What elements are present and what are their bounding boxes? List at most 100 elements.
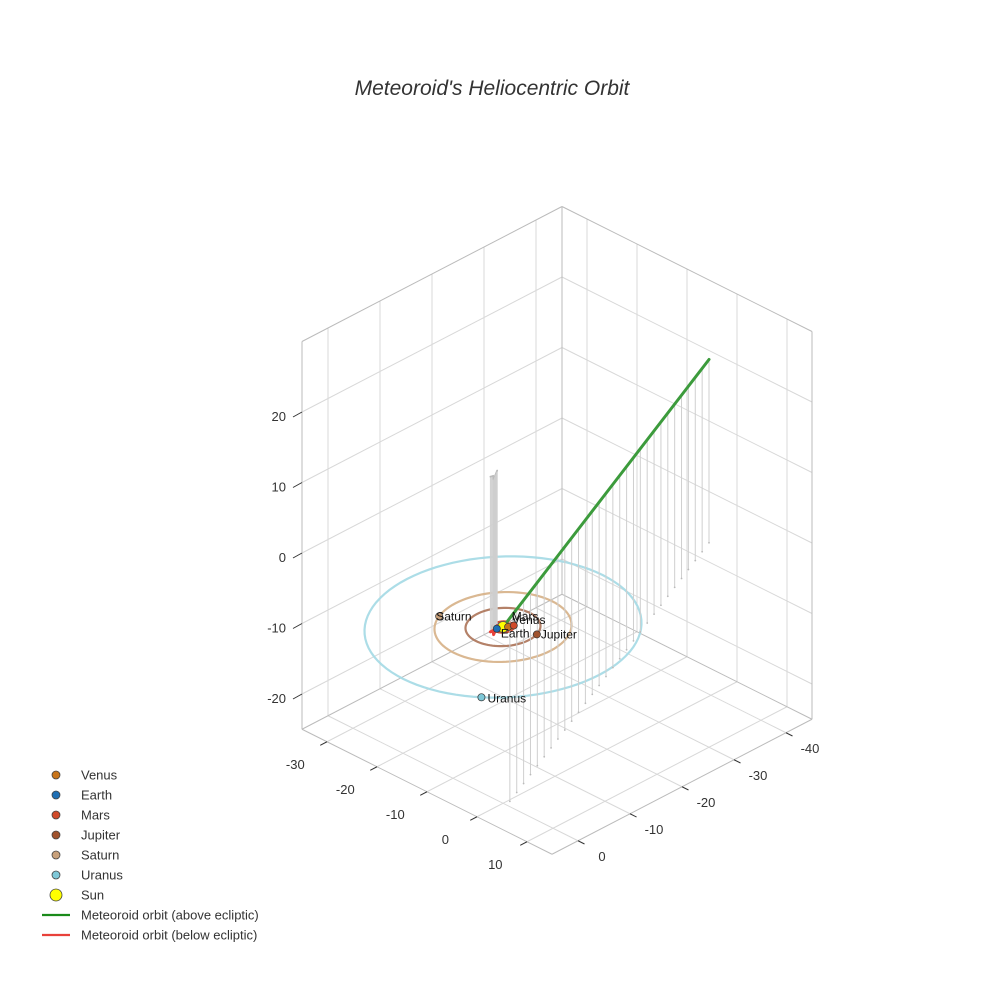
- wall-x-grid-z: [301, 417, 563, 554]
- x-tick-mark: [320, 741, 328, 746]
- y-tick-mark: [577, 840, 585, 845]
- y-tick-mark: [629, 813, 637, 818]
- legend-item[interactable]: Mars: [51, 808, 110, 823]
- x-tick-mark: [370, 766, 378, 771]
- wall-x-grid-z: [301, 276, 563, 413]
- y-tick-mark: [733, 759, 741, 764]
- planet-label-earth: Earth: [501, 627, 530, 641]
- drop-line-end: [680, 577, 683, 580]
- planet-marker-mars[interactable]: [509, 621, 518, 630]
- drop-line-end: [687, 568, 690, 571]
- y-tick-label: -10: [645, 822, 664, 837]
- wall-y-grid-z: [561, 417, 813, 544]
- box-edge: [561, 206, 813, 332]
- legend-item[interactable]: Meteoroid orbit (below ecliptic): [42, 928, 257, 943]
- z-tick-mark: [292, 693, 303, 700]
- x-tick-label: 0: [442, 832, 449, 847]
- wall-y-grid-z: [561, 347, 813, 473]
- drop-line-end: [496, 469, 499, 472]
- box-edge: [301, 206, 563, 342]
- planet-marker-jupiter[interactable]: [532, 630, 541, 639]
- legend: Venus Earth Mars Jupiter Saturn Uranus Sun Mete…: [42, 768, 259, 943]
- z-tick-mark: [292, 411, 303, 418]
- tick-labels: -30 -20 -10 0 10 -40 -30 -20 -10 0 -20 -10 0 10 20: [267, 409, 819, 872]
- x-tick-mark: [420, 791, 428, 796]
- wall-x-grid-z: [301, 347, 563, 483]
- z-tick-label: 0: [279, 550, 286, 565]
- orbit-saturn: [433, 590, 573, 664]
- drop-line-end: [653, 613, 655, 616]
- wall-x-grid-z: [301, 488, 563, 624]
- z-tick-label: -10: [267, 621, 286, 636]
- legend-label: Meteoroid orbit (below ecliptic): [81, 928, 257, 943]
- planet-label-mars: Mars: [512, 609, 539, 623]
- z-tick-mark: [292, 552, 303, 559]
- z-tick-label: -20: [267, 691, 286, 706]
- planet-label-saturn: Saturn: [436, 609, 471, 623]
- legend-item[interactable]: Earth: [51, 788, 112, 803]
- floor-grid-y: [535, 607, 787, 734]
- x-tick-label: 10: [488, 857, 502, 872]
- floor-grid-y: [483, 634, 735, 761]
- y-tick-label: -40: [801, 741, 820, 756]
- planet-label-venus: Venus: [512, 613, 545, 627]
- drop-line-end: [570, 720, 573, 723]
- drop-line-end: [529, 773, 532, 776]
- drop-line-end: [708, 541, 710, 544]
- legend-label: Saturn: [81, 848, 119, 863]
- legend-item[interactable]: Meteoroid orbit (above ecliptic): [42, 908, 259, 923]
- legend-item[interactable]: Saturn: [51, 848, 119, 863]
- planet-label-jupiter: Jupiter: [541, 627, 577, 641]
- floor-grid-y: [379, 688, 631, 815]
- drop-line-end: [577, 711, 580, 714]
- axis-layer: [301, 206, 813, 855]
- planet-marker-saturn[interactable]: [435, 612, 444, 621]
- legend-marker: [51, 770, 61, 780]
- drop-line-end: [557, 738, 559, 740]
- y-tick-mark: [681, 786, 689, 791]
- drop-line-end: [618, 657, 621, 660]
- drop-line-end: [563, 729, 566, 731]
- drop-line-end: [598, 684, 601, 687]
- z-tick-label: 10: [272, 480, 286, 495]
- y-tick-label: -30: [749, 768, 768, 783]
- legend-item[interactable]: Venus: [51, 768, 118, 783]
- drop-line-end: [625, 648, 628, 651]
- y-tick-mark: [785, 732, 793, 737]
- legend-label: Sun: [81, 888, 104, 903]
- drop-line-end: [550, 746, 552, 749]
- drop-line-end: [639, 631, 642, 633]
- orbit-jupiter: [464, 606, 542, 648]
- planet-marker-uranus[interactable]: [477, 693, 486, 702]
- series-line-above[interactable]: [501, 358, 711, 629]
- legend-marker: [51, 790, 61, 800]
- planet-marker-earth[interactable]: [492, 624, 501, 633]
- floor-grid-y: [431, 661, 683, 788]
- legend-item[interactable]: Uranus: [51, 868, 123, 883]
- grid-layer: [301, 219, 813, 843]
- legend-label: Uranus: [81, 868, 123, 883]
- drop-line-end: [646, 622, 649, 624]
- y-tick-label: 0: [598, 849, 605, 864]
- legend-marker: [49, 888, 63, 902]
- x-tick-label: -20: [336, 782, 355, 797]
- floor-grid-y: [327, 715, 579, 842]
- drop-line-end: [591, 693, 594, 696]
- legend-marker: [51, 850, 61, 860]
- legend-marker: [51, 870, 61, 880]
- drop-line-end: [701, 550, 704, 553]
- z-tick-mark: [292, 623, 303, 629]
- legend-item[interactable]: Jupiter: [51, 828, 121, 843]
- box-edge: [301, 593, 563, 730]
- x-tick-mark: [470, 816, 478, 821]
- legend-item[interactable]: Sun: [49, 888, 104, 903]
- drop-line-end: [632, 639, 635, 642]
- chart-title: Meteoroid's Heliocentric Orbit: [355, 77, 631, 100]
- drop-line-end: [536, 764, 539, 767]
- x-tick-mark: [520, 841, 528, 846]
- box-edge: [561, 593, 813, 720]
- wall-y-grid-z: [561, 276, 813, 403]
